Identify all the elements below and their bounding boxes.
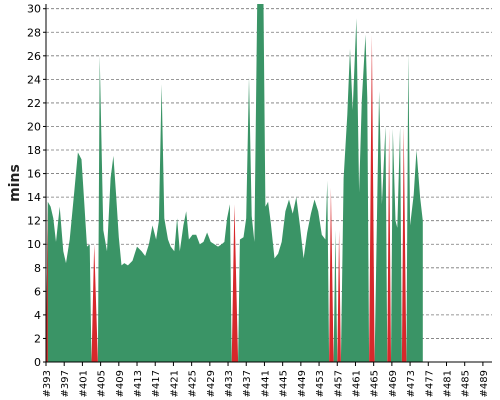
x-tick-label: #417 bbox=[151, 370, 162, 397]
y-tick-label: 24 bbox=[27, 73, 41, 86]
x-tick-label: #489 bbox=[479, 370, 490, 397]
y-axis-label: mins bbox=[7, 164, 23, 202]
x-tick-label: #429 bbox=[206, 370, 217, 397]
series-areas bbox=[46, 4, 423, 362]
x-tick-labels: #393 #397 #401 #405 #409 #413 #417 #421 #425 #429… bbox=[42, 362, 490, 397]
x-tick-label: #453 bbox=[315, 370, 326, 397]
x-tick-label: #397 bbox=[60, 370, 71, 397]
x-tick-label: #457 bbox=[333, 370, 344, 397]
x-tick-label: #433 bbox=[224, 370, 235, 397]
series-area-green bbox=[46, 4, 423, 362]
x-tick-label: #437 bbox=[242, 370, 253, 397]
x-tick-label: #413 bbox=[133, 370, 144, 397]
y-tick-label: 0 bbox=[34, 356, 41, 369]
y-tick-label: 2 bbox=[34, 332, 41, 345]
x-tick-label: #449 bbox=[297, 370, 308, 397]
x-tick-label: #409 bbox=[115, 370, 126, 397]
y-tick-label: 28 bbox=[27, 26, 41, 39]
x-tick-label: #481 bbox=[442, 370, 453, 397]
y-tick-label: 8 bbox=[34, 262, 41, 275]
x-tick-label: #485 bbox=[461, 370, 472, 397]
y-tick-label: 26 bbox=[27, 50, 41, 63]
x-tick-label: #405 bbox=[97, 370, 108, 397]
x-tick-label: #393 bbox=[42, 370, 53, 397]
x-tick-label: #465 bbox=[370, 370, 381, 397]
y-tick-label: 30 bbox=[27, 3, 41, 16]
y-tick-label: 20 bbox=[27, 120, 41, 133]
x-tick-label: #477 bbox=[424, 370, 435, 397]
x-tick-label: #473 bbox=[406, 370, 417, 397]
y-tick-label: 22 bbox=[27, 97, 41, 110]
series-area-red bbox=[46, 34, 407, 362]
x-tick-label: #469 bbox=[388, 370, 399, 397]
x-tick-label: #441 bbox=[260, 370, 271, 397]
y-tick-label: 4 bbox=[34, 309, 41, 322]
x-tick-label: #461 bbox=[351, 370, 362, 397]
x-tick-label: #421 bbox=[169, 370, 180, 397]
y-tick-label: 12 bbox=[27, 215, 41, 228]
axes bbox=[45, 4, 492, 363]
y-tick-label: 14 bbox=[27, 191, 41, 204]
y-tick-label: 10 bbox=[27, 238, 41, 251]
y-tick-label: 6 bbox=[34, 285, 41, 298]
y-tick-label: 16 bbox=[27, 168, 41, 181]
x-tick-label: #445 bbox=[279, 370, 290, 397]
x-tick-label: #401 bbox=[78, 370, 89, 397]
x-tick-label: #425 bbox=[188, 370, 199, 397]
y-tick-label: 18 bbox=[27, 144, 41, 157]
